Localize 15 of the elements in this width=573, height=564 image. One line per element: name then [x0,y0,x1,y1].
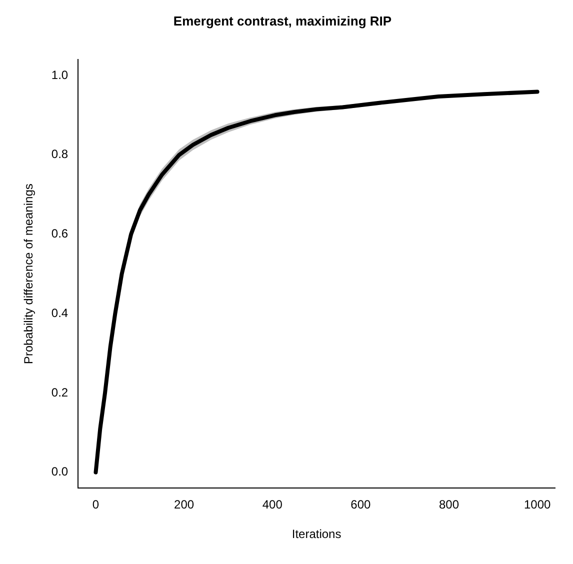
x-tick-label: 0 [92,498,100,512]
y-tick-label: 0.4 [51,306,68,320]
x-tick-label: 200 [174,498,194,512]
x-tick-label: 1000 [524,498,552,512]
y-tick-label: 0.6 [51,226,68,241]
chart-title: Emergent contrast, maximizing RIP [173,13,392,28]
x-axis-title: Iterations [292,527,342,542]
y-tick-label: 1.0 [51,68,68,82]
y-tick-label: 0.0 [51,464,68,479]
x-tick-label: 600 [350,498,372,512]
y-tick-label: 0.8 [51,147,68,162]
x-tick-label: 800 [439,498,460,512]
y-tick-label: 0.2 [51,385,68,400]
y-axis-title: Probability difference of meanings [22,184,36,364]
x-tick-label: 400 [262,498,283,512]
